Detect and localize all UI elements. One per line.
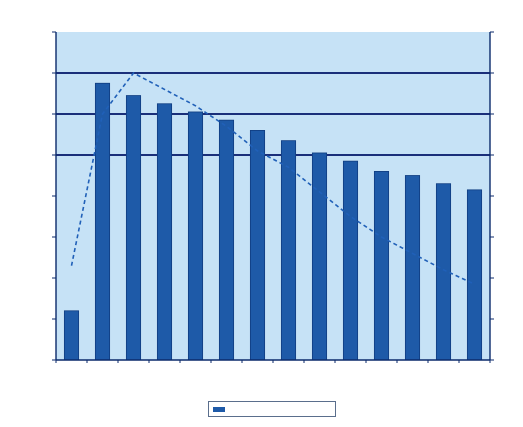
bar-3	[156, 103, 173, 361]
bar-4	[187, 111, 204, 361]
bar-13	[466, 189, 483, 361]
bar-5	[218, 119, 235, 361]
legend	[208, 401, 336, 417]
bar-9	[342, 160, 359, 361]
bar-2	[125, 95, 142, 361]
plot-area	[56, 32, 490, 360]
bar-1	[94, 82, 111, 361]
bar-6	[249, 129, 266, 361]
bar-12	[435, 183, 452, 361]
bar-11	[404, 175, 421, 361]
bar-7	[280, 140, 297, 361]
bar-10	[373, 170, 390, 361]
bar-8	[311, 152, 328, 361]
line-series	[70, 71, 475, 285]
bar-0	[63, 310, 80, 361]
legend-swatch	[213, 406, 225, 412]
